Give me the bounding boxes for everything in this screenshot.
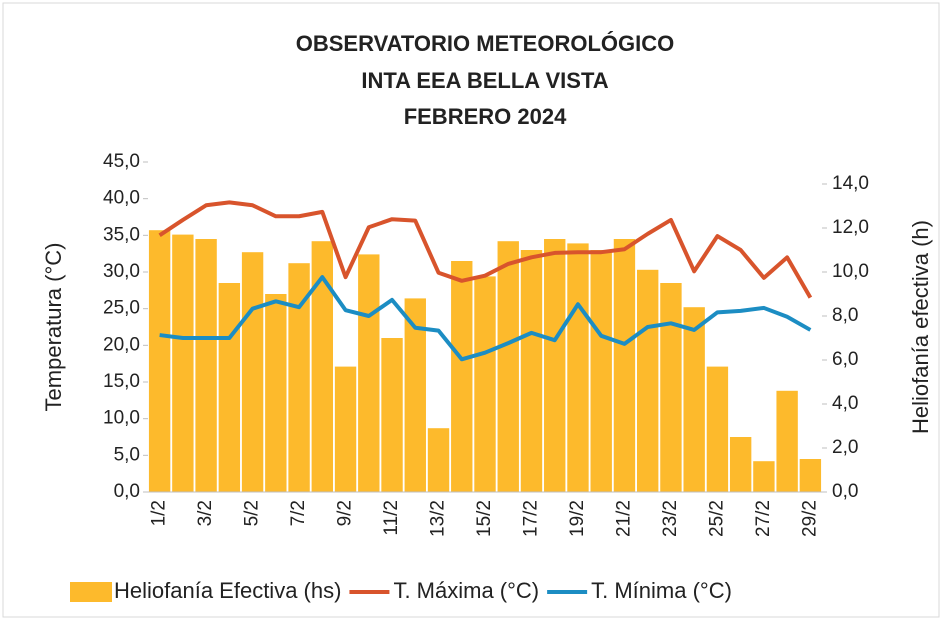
bar [265, 294, 287, 492]
bar [358, 254, 380, 492]
bar [520, 250, 543, 492]
y2-tick-label: 4,0 [832, 393, 858, 414]
bar [451, 261, 473, 492]
x-tick-label: 13/2 [428, 500, 449, 537]
bar [195, 239, 217, 492]
x-tick-label: 5/2 [242, 500, 263, 526]
bar [799, 459, 822, 492]
x-tick-label: 3/2 [195, 500, 216, 526]
bar [544, 239, 566, 492]
bar [427, 428, 450, 492]
y-tick-label: 35,0 [103, 224, 140, 245]
y2-tick-label: 12,0 [832, 217, 869, 238]
y-tick-label: 25,0 [103, 298, 140, 319]
bar [613, 239, 636, 492]
x-tick-label: 19/2 [567, 500, 588, 537]
x-tick-label: 29/2 [799, 500, 820, 537]
x-tick-label: 25/2 [706, 500, 727, 537]
bar [683, 307, 705, 492]
x-tick-label: 17/2 [520, 500, 541, 537]
bar [729, 437, 752, 492]
chart-title: FEBRERO 2024 [404, 104, 567, 129]
chart-title: INTA EEA BELLA VISTA [361, 68, 608, 93]
bar [660, 283, 682, 492]
y-tick-label: 20,0 [103, 334, 140, 355]
bar [474, 276, 496, 492]
y-axis-label: Temperatura (°C) [41, 243, 66, 412]
bar [311, 241, 334, 492]
bar [567, 243, 589, 492]
y-tick-label: 45,0 [103, 151, 140, 172]
bar [334, 366, 357, 492]
y-tick-label: 30,0 [103, 261, 140, 282]
y2-axis-label: Heliofanía efectiva (h) [908, 220, 933, 434]
bar [776, 390, 798, 492]
y-tick-label: 10,0 [103, 408, 140, 429]
y-tick-label: 15,0 [103, 371, 140, 392]
bar [381, 338, 403, 492]
y2-tick-label: 8,0 [832, 305, 858, 326]
legend-label: T. Mínima (°C) [591, 578, 732, 603]
x-tick-label: 23/2 [660, 500, 681, 537]
legend-label: Heliofanía Efectiva (hs) [114, 578, 341, 603]
y-tick-label: 0,0 [114, 481, 140, 502]
x-tick-label: 7/2 [288, 500, 309, 526]
x-tick-label: 9/2 [335, 500, 356, 526]
line [159, 275, 812, 362]
y2-tick-label: 14,0 [832, 173, 869, 194]
bar [753, 461, 775, 492]
bar [706, 366, 729, 492]
x-tick-label: 11/2 [381, 500, 402, 536]
bar [241, 252, 264, 492]
y2-tick-label: 2,0 [832, 437, 858, 458]
y2-tick-label: 0,0 [832, 481, 858, 502]
x-tick-label: 21/2 [613, 500, 634, 537]
bar [148, 230, 171, 492]
bar [172, 234, 194, 492]
y2-tick-label: 6,0 [832, 349, 858, 370]
line [158, 200, 813, 299]
legend-label: T. Máxima (°C) [393, 578, 539, 603]
bar [497, 241, 519, 492]
bar [636, 269, 659, 492]
legend-swatch [70, 582, 112, 602]
x-tick-label: 15/2 [474, 500, 495, 537]
chart-title: OBSERVATORIO METEOROLÓGICO [296, 31, 675, 56]
x-tick-label: 27/2 [753, 500, 774, 537]
bar [288, 263, 310, 492]
y-tick-label: 5,0 [114, 444, 140, 465]
y2-tick-label: 10,0 [832, 261, 869, 282]
y-tick-label: 40,0 [103, 188, 140, 209]
bar [590, 250, 612, 492]
bar [404, 298, 426, 492]
x-tick-label: 1/2 [149, 500, 170, 526]
bar [218, 283, 241, 492]
